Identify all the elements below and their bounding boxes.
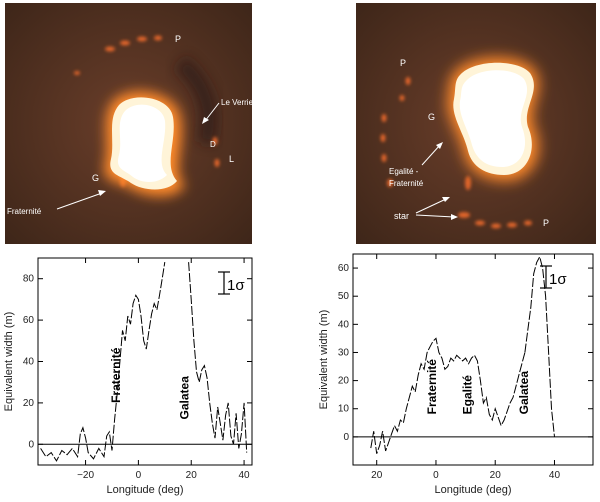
- label-fraternite: Fraternité: [7, 207, 42, 216]
- sigma-label: 1σ: [549, 271, 567, 288]
- y-tick-label: 0: [28, 439, 34, 450]
- label-g: G: [92, 173, 99, 183]
- arrowhead-star-2: [451, 214, 458, 220]
- y-tick-label: 40: [338, 319, 350, 330]
- y-tick-label: 60: [23, 315, 35, 326]
- label-p: P: [175, 34, 181, 44]
- label-d: D: [210, 140, 216, 149]
- arrow-le-verrier: [204, 102, 220, 122]
- x-tick-label: 20: [490, 470, 502, 481]
- label-l: L: [229, 154, 234, 164]
- plot-bottom-right: 20 0 20 40 0 10 20 30 40 50 60 Longitude (deg) Equiv…: [318, 253, 594, 496]
- annotation-label: Galatea: [178, 376, 192, 420]
- y-tick-label: 60: [338, 263, 350, 274]
- y-tick-label: 50: [338, 291, 350, 302]
- y-axis-label: Equivalent width (m): [318, 310, 330, 410]
- label-p-top: P: [400, 58, 406, 68]
- y-tick-label: 30: [338, 347, 350, 358]
- label-egalite-fraternite-1: Egalité -: [389, 167, 419, 176]
- arrow-fraternite: [56, 192, 103, 210]
- plot-frame: [352, 253, 594, 466]
- label-le-verrier: Le Verrier: [221, 98, 252, 107]
- data-series-line: [524, 255, 555, 437]
- plot-bottom-left: −20 0 20 40 0 20 40 60 80 Longitude (deg) Equivale…: [3, 257, 253, 496]
- arrowhead-star-1: [442, 197, 450, 202]
- y-tick-label: 0: [343, 432, 349, 443]
- image-top-right: P G Egalité - Fraternité star P: [356, 3, 596, 244]
- x-tick-label: 0: [136, 470, 142, 481]
- label-egalite-fraternite-2: Fraternité: [389, 179, 424, 188]
- x-tick-label: 40: [549, 470, 561, 481]
- annotation-label: Egalité: [461, 375, 475, 415]
- x-tick-label: −20: [77, 470, 94, 481]
- label-p-bottom: P: [543, 218, 549, 228]
- y-tick-label: 80: [23, 274, 35, 285]
- y-axis-label: Equivalent width (m): [3, 312, 15, 412]
- label-star: star: [394, 211, 409, 221]
- annotation-label: Fraternité: [425, 359, 439, 415]
- image-top-left: P Le Verrier D L G Fraternité: [5, 3, 252, 244]
- data-series-line: [370, 337, 526, 454]
- arrowhead-egalite: [436, 142, 443, 149]
- arrow-star-2: [415, 214, 455, 218]
- sigma-label: 1σ: [227, 277, 245, 294]
- x-tick-label: 20: [371, 470, 383, 481]
- x-axis-label: Longitude (deg): [106, 484, 183, 496]
- arrowhead-le-verrier: [202, 117, 209, 124]
- y-tick-label: 10: [338, 404, 350, 415]
- arrow-egalite: [421, 144, 441, 166]
- arrowhead-fraternite: [98, 190, 106, 196]
- y-tick-label: 20: [338, 376, 350, 387]
- x-tick-label: 40: [239, 470, 251, 481]
- annotation-label: Galatea: [517, 371, 531, 415]
- label-g: G: [428, 112, 435, 122]
- data-series-line: [188, 262, 248, 453]
- y-tick-label: 20: [23, 398, 35, 409]
- plot-frame: [37, 257, 253, 466]
- annotation-label: Fraternité: [109, 347, 123, 403]
- x-tick-label: 0: [433, 470, 439, 481]
- y-tick-label: 40: [23, 357, 35, 368]
- arrow-star-1: [415, 198, 447, 214]
- x-axis-label: Longitude (deg): [434, 484, 511, 496]
- x-tick-label: 20: [186, 470, 198, 481]
- data-series-line: [40, 262, 166, 462]
